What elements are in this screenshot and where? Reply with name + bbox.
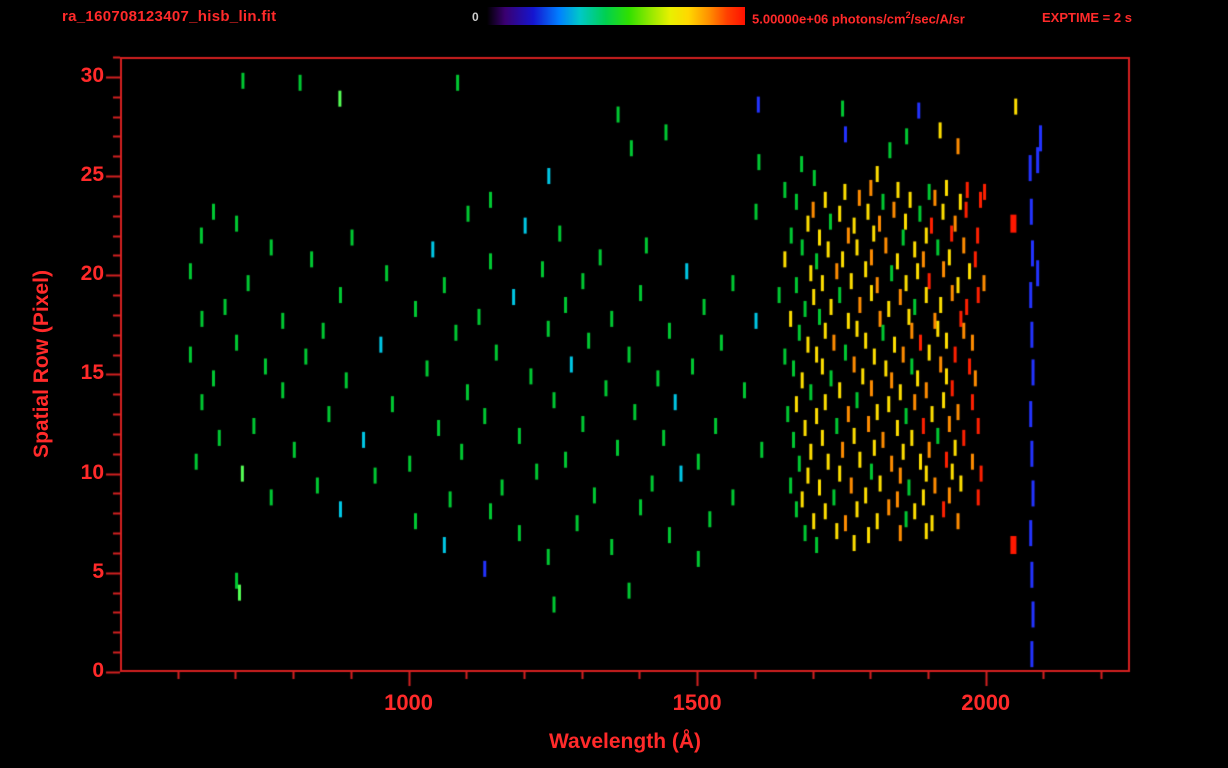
y-tick-label: 0 (92, 659, 104, 682)
y-tick-label: 5 (92, 559, 104, 583)
x-tick-label: 1000 (384, 690, 434, 715)
y-tick-label: 10 (80, 460, 104, 484)
y-tick-label: 20 (80, 262, 104, 286)
colorbar-max-superscript: 2 (905, 10, 911, 20)
colorbar-max-value: 5.00000e+06 photons/cm (752, 11, 906, 27)
x-tick-label: 2000 (961, 690, 1011, 715)
y-tick-label: 15 (80, 361, 104, 385)
y-tick-label: 25 (80, 163, 104, 187)
colorbar-gradient (487, 7, 745, 25)
spatial-row-axis-title: Spatial Row (Pixel) (30, 270, 53, 458)
colorbar-max-label: 5.00000e+06 photons/cm2/sec/A/sr (752, 10, 965, 26)
colorbar-min-label: 0 (472, 10, 479, 24)
x-tick-label: 1500 (672, 690, 722, 715)
filename-title: ra_160708123407_hisb_lin.fit (62, 8, 277, 25)
colorbar-max-units: /sec/A/sr (910, 11, 965, 27)
wavelength-axis-title: Wavelength (Å) (548, 730, 702, 753)
exptime-label: EXPTIME = 2 s (1042, 10, 1132, 25)
y-tick-label: 30 (80, 63, 104, 87)
